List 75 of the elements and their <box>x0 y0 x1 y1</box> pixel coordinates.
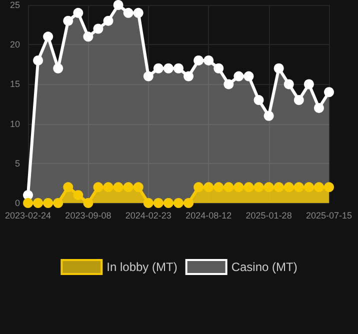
point <box>63 16 74 26</box>
point <box>274 63 284 74</box>
point <box>304 79 314 90</box>
point <box>83 198 94 208</box>
point <box>214 63 224 74</box>
point <box>184 198 194 208</box>
y-tick-label: 25 <box>10 0 20 10</box>
point <box>153 198 164 208</box>
point <box>304 182 314 192</box>
point <box>73 8 84 18</box>
point <box>224 182 234 192</box>
point <box>23 198 33 208</box>
point <box>234 71 244 82</box>
x-tick-label: 2024-02-23 <box>125 210 172 220</box>
point <box>103 16 114 26</box>
point <box>284 182 294 192</box>
point <box>113 0 124 10</box>
point <box>274 182 284 192</box>
point <box>63 182 74 192</box>
point <box>174 63 184 74</box>
point <box>33 55 44 66</box>
point <box>133 8 144 18</box>
point <box>143 71 154 82</box>
point <box>153 63 164 74</box>
point <box>204 55 214 66</box>
y-tick-label: 10 <box>10 118 20 129</box>
point <box>314 102 324 113</box>
point <box>73 190 84 200</box>
point <box>264 110 274 121</box>
point <box>43 32 54 42</box>
point <box>163 198 174 208</box>
point <box>93 182 104 192</box>
point <box>184 71 194 82</box>
point <box>214 182 224 192</box>
point <box>324 182 334 192</box>
point <box>284 79 294 90</box>
point <box>314 182 324 192</box>
point <box>93 24 104 34</box>
legend-label: Casino (MT) <box>231 260 298 274</box>
point <box>143 198 154 208</box>
point <box>123 8 134 18</box>
point <box>103 182 114 192</box>
point <box>163 63 174 74</box>
point <box>33 198 44 208</box>
point <box>194 55 204 66</box>
point <box>254 95 264 106</box>
x-tick-label: 2025-07-15 <box>306 210 352 220</box>
point <box>53 198 64 208</box>
point <box>244 182 254 192</box>
y-tick-label: 20 <box>10 40 20 50</box>
y-tick-label: 0 <box>14 198 20 208</box>
point <box>254 182 264 192</box>
point <box>294 182 304 192</box>
y-tick-label: 15 <box>10 79 20 90</box>
x-tick-label: 2023-02-24 <box>4 210 52 220</box>
point <box>123 182 134 192</box>
point <box>234 182 244 192</box>
point <box>264 182 274 192</box>
point <box>194 182 204 192</box>
point <box>53 63 64 74</box>
point <box>133 182 144 192</box>
point <box>43 198 54 208</box>
point <box>174 198 184 208</box>
point <box>83 32 94 42</box>
x-tick-label: 2025-01-28 <box>246 210 292 220</box>
point <box>204 182 214 192</box>
point <box>294 95 304 106</box>
point <box>324 87 334 98</box>
legend-label: In lobby (MT) <box>106 260 178 274</box>
x-tick-label: 2023-09-08 <box>65 210 112 220</box>
x-tick-label: 2024-08-12 <box>186 210 232 220</box>
point <box>244 71 254 82</box>
point <box>224 79 234 90</box>
y-tick-label: 5 <box>14 158 20 168</box>
point <box>113 182 124 192</box>
